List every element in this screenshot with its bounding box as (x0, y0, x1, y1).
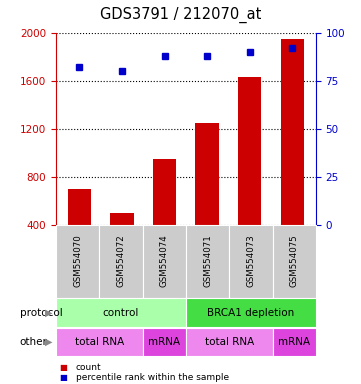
Text: mRNA: mRNA (278, 337, 310, 347)
Text: GDS3791 / 212070_at: GDS3791 / 212070_at (100, 7, 261, 23)
Text: percentile rank within the sample: percentile rank within the sample (76, 373, 229, 382)
Text: mRNA: mRNA (148, 337, 180, 347)
Text: ▶: ▶ (45, 308, 52, 318)
Text: GSM554071: GSM554071 (203, 235, 212, 288)
Bar (153, 159, 176, 273)
Bar (238, 77, 261, 273)
Text: count: count (76, 362, 101, 372)
Text: ▶: ▶ (45, 337, 52, 347)
Text: GSM554074: GSM554074 (160, 235, 169, 288)
Text: GSM554072: GSM554072 (117, 235, 125, 288)
Bar (280, 39, 304, 273)
Text: GSM554070: GSM554070 (73, 235, 82, 288)
Bar (68, 189, 91, 273)
Text: control: control (103, 308, 139, 318)
Text: protocol: protocol (20, 308, 62, 318)
Text: GSM554075: GSM554075 (290, 235, 299, 288)
Text: total RNA: total RNA (205, 337, 254, 347)
Bar (110, 213, 134, 273)
Text: GSM554073: GSM554073 (247, 235, 255, 288)
Text: ■: ■ (60, 373, 68, 382)
Bar (196, 122, 219, 273)
Text: other: other (20, 337, 48, 347)
Text: BRCA1 depletion: BRCA1 depletion (207, 308, 295, 318)
Text: total RNA: total RNA (75, 337, 124, 347)
Text: ■: ■ (60, 362, 68, 372)
